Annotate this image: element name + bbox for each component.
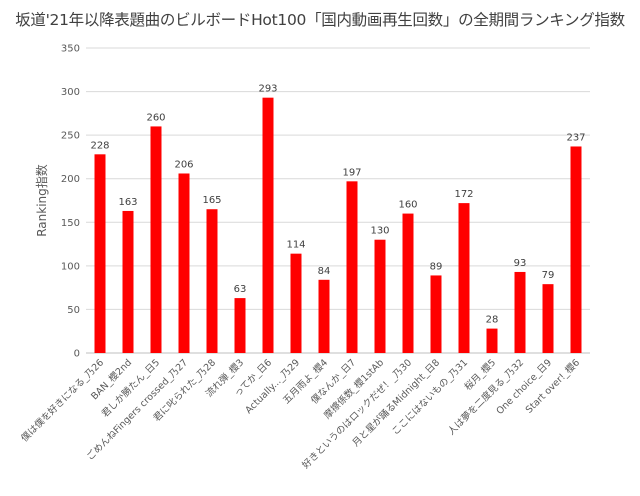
data-label: 28 <box>486 315 499 326</box>
data-label: 130 <box>370 226 389 237</box>
bar <box>458 203 470 353</box>
bar <box>318 279 330 353</box>
bar <box>542 284 554 353</box>
bar <box>346 181 358 353</box>
data-label: 197 <box>342 167 361 178</box>
data-labels: 228 163 260 206 165 63 293 114 84 197 130 160 89 172 2… <box>90 84 585 326</box>
gridlines <box>86 47 590 354</box>
x-tick-label: 僕は僕を好きになる_乃26 <box>19 357 107 445</box>
bar <box>262 97 274 354</box>
data-label: 237 <box>566 132 585 143</box>
y-axis-label: Ranking指数 <box>34 164 49 237</box>
y-tick-label: 50 <box>67 305 80 316</box>
data-label: 206 <box>174 159 193 170</box>
chart-title: 坂道'21年以降表題曲のビルボードHot100「国内動画再生回数」の全期間ランキ… <box>15 11 625 29</box>
data-label: 63 <box>234 284 247 295</box>
bar <box>514 271 526 353</box>
data-label: 160 <box>398 200 417 211</box>
x-tick-label: ごめんねFingers crossed_乃27 <box>84 357 190 463</box>
bar <box>430 275 442 353</box>
bar <box>122 210 134 353</box>
y-tick-label: 350 <box>61 44 80 55</box>
data-label: 84 <box>318 266 331 277</box>
bar <box>374 239 386 353</box>
bar <box>150 126 162 353</box>
data-label: 79 <box>542 270 555 281</box>
y-tick-label: 150 <box>61 218 80 229</box>
y-tick-label: 100 <box>61 261 80 272</box>
data-label: 228 <box>90 140 109 151</box>
bar <box>94 154 106 353</box>
data-label: 89 <box>430 261 443 272</box>
data-label: 163 <box>118 197 137 208</box>
x-tick-labels: 僕は僕を好きになる_乃26BAN_櫻2nd君しか勝たん_日5ごめんねFinger… <box>19 357 583 471</box>
y-tick-labels: 0 50 100 150 200 250 300 350 <box>61 44 80 360</box>
y-tick-label: 200 <box>61 174 80 185</box>
y-tick-label: 250 <box>61 131 80 142</box>
y-tick-label: 0 <box>74 349 80 360</box>
bars <box>94 97 582 354</box>
data-label: 260 <box>146 112 165 123</box>
bar <box>402 213 414 353</box>
bar <box>234 298 246 353</box>
data-label: 293 <box>258 84 277 95</box>
bar <box>290 253 302 353</box>
y-tick-label: 300 <box>61 87 80 98</box>
data-label: 165 <box>202 195 221 206</box>
data-label: 172 <box>454 189 473 200</box>
data-label: 93 <box>514 258 527 269</box>
bar <box>178 173 190 353</box>
data-label: 114 <box>286 240 305 251</box>
bar <box>486 328 498 353</box>
bar <box>206 209 218 353</box>
bar <box>570 146 582 353</box>
